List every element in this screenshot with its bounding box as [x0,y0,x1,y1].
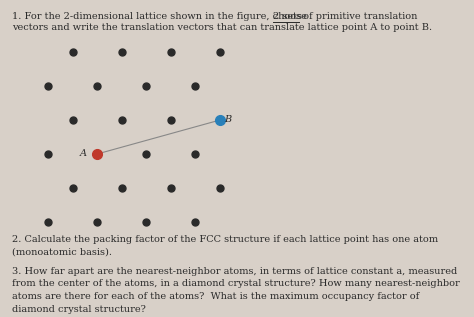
Text: 2 sets: 2 sets [273,12,302,21]
Text: B: B [224,115,231,125]
Text: 1. For the 2-dimensional lattice shown in the figure, choose: 1. For the 2-dimensional lattice shown i… [12,12,310,21]
Text: of primitive translation: of primitive translation [300,12,418,21]
Text: 3. How far apart are the nearest-neighbor atoms, in terms of lattice constant a,: 3. How far apart are the nearest-neighbo… [12,267,460,314]
Text: vectors and write the translation vectors that can translate lattice point A to : vectors and write the translation vector… [12,23,432,32]
Text: 2. Calculate the packing factor of the FCC structure if each lattice point has o: 2. Calculate the packing factor of the F… [12,235,438,256]
Text: A: A [80,150,87,158]
